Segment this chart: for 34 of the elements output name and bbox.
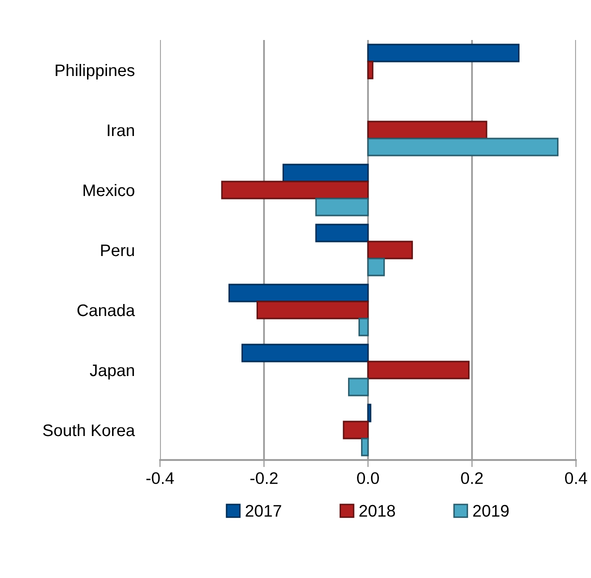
bar xyxy=(367,258,385,276)
bar xyxy=(348,378,369,396)
bar xyxy=(358,318,369,336)
x-tick-label: 0.0 xyxy=(357,472,379,484)
bar xyxy=(241,344,369,362)
bar xyxy=(315,198,369,216)
x-tick-label: 0.4 xyxy=(565,472,588,484)
bar xyxy=(361,438,369,456)
bar xyxy=(221,180,369,200)
y-tick-label: Japan xyxy=(90,364,134,380)
y-tick-label: Peru xyxy=(101,244,134,256)
bar xyxy=(367,44,520,62)
bar xyxy=(367,240,413,260)
legend-label: 2019 xyxy=(473,504,509,517)
bar xyxy=(256,300,369,320)
y-tick-label: Canada xyxy=(77,304,136,316)
y-tick-label: Philippines xyxy=(56,64,134,80)
y-tick-label: Mexico xyxy=(84,184,134,196)
bar xyxy=(367,120,488,140)
y-tick-label: South Korea xyxy=(43,424,136,436)
bar xyxy=(315,224,369,242)
x-tick-label: -0.2 xyxy=(250,472,278,484)
bar xyxy=(228,284,369,302)
bar xyxy=(282,164,369,182)
x-tick-label: 0.2 xyxy=(461,472,483,484)
x-tick-label: -0.4 xyxy=(146,472,174,484)
legend-label: 2018 xyxy=(359,504,395,517)
legend-label: 2017 xyxy=(246,504,282,517)
bar xyxy=(367,60,374,80)
bar xyxy=(342,420,369,440)
bar xyxy=(367,138,558,156)
bar xyxy=(367,360,470,380)
bar xyxy=(367,404,372,422)
y-tick-label: Iran xyxy=(108,124,134,136)
